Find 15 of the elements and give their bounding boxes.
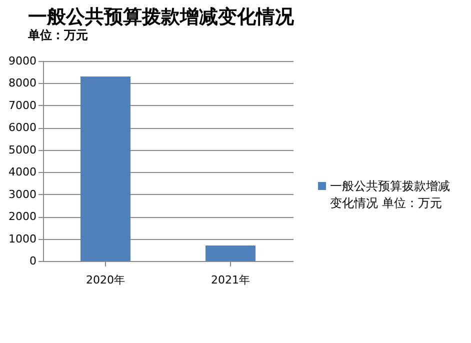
y-tick-label: 9000 bbox=[8, 54, 36, 68]
y-tick-label: 5000 bbox=[8, 143, 36, 156]
y-tick-label: 8000 bbox=[8, 76, 36, 90]
x-tick-label: 2020年 bbox=[86, 274, 125, 286]
y-tick-label: 3000 bbox=[8, 188, 36, 201]
y-tick-label: 4000 bbox=[8, 166, 36, 179]
chart-subtitle: 单位：万元 bbox=[27, 28, 88, 42]
y-tick-label: 6000 bbox=[8, 121, 36, 134]
y-tick-label: 7000 bbox=[8, 98, 36, 112]
chart-title: 一般公共预算拨款增减变化情况 bbox=[28, 6, 296, 28]
y-tick-label: 0 bbox=[30, 254, 36, 268]
y-tick-label: 1000 bbox=[8, 232, 36, 246]
y-tick-label: 2000 bbox=[8, 210, 36, 224]
legend-label: 一般公共预算拨款增减变化情况 单位：万元 bbox=[330, 178, 451, 212]
x-tick-label: 2021年 bbox=[211, 274, 250, 286]
